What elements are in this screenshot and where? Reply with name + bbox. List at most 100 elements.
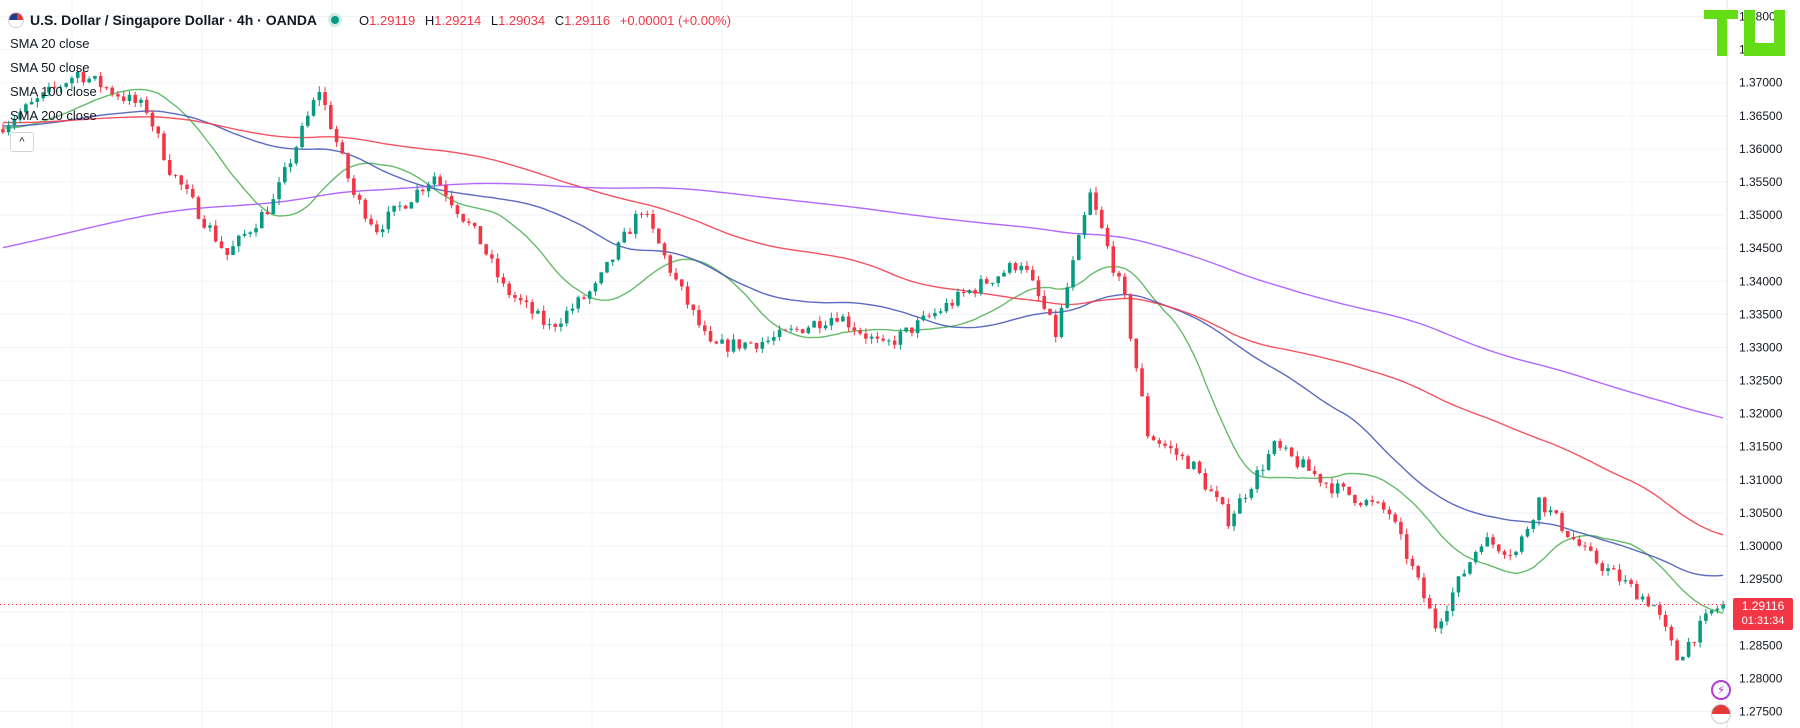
candle[interactable]: [1318, 473, 1323, 487]
candle[interactable]: [1456, 575, 1461, 597]
candle[interactable]: [749, 341, 753, 344]
candle[interactable]: [1255, 466, 1259, 493]
candle[interactable]: [283, 162, 287, 185]
candle[interactable]: [467, 218, 471, 226]
candle[interactable]: [29, 97, 34, 105]
candle[interactable]: [18, 108, 22, 124]
candle[interactable]: [398, 201, 402, 212]
candle[interactable]: [1709, 610, 1714, 616]
candle[interactable]: [783, 328, 788, 331]
candle[interactable]: [196, 195, 201, 220]
candle[interactable]: [490, 249, 494, 264]
candle[interactable]: [254, 223, 258, 237]
candle[interactable]: [1272, 440, 1277, 457]
candle[interactable]: [990, 282, 995, 287]
legend-sma50[interactable]: SMA 50 close: [10, 60, 90, 75]
candle[interactable]: [1082, 211, 1087, 239]
candle[interactable]: [1583, 541, 1587, 551]
candle[interactable]: [536, 308, 540, 315]
candle[interactable]: [236, 234, 241, 252]
candle[interactable]: [24, 102, 28, 115]
candle[interactable]: [1485, 532, 1490, 547]
candle[interactable]: [898, 328, 903, 350]
candle[interactable]: [375, 220, 379, 235]
candle[interactable]: [1658, 601, 1662, 620]
candle[interactable]: [1404, 528, 1409, 565]
candle[interactable]: [1531, 518, 1536, 533]
candle[interactable]: [1226, 498, 1231, 530]
candle[interactable]: [1053, 309, 1058, 343]
candle[interactable]: [317, 86, 322, 107]
candle[interactable]: [1036, 275, 1041, 302]
candle[interactable]: [1427, 594, 1432, 609]
candle[interactable]: [645, 210, 650, 218]
candle[interactable]: [564, 306, 569, 327]
candle[interactable]: [1600, 560, 1605, 576]
candle[interactable]: [1243, 494, 1248, 503]
candle[interactable]: [1289, 446, 1294, 458]
candle[interactable]: [1554, 509, 1559, 515]
candle[interactable]: [1433, 604, 1438, 632]
candle[interactable]: [421, 188, 425, 196]
candle[interactable]: [1629, 577, 1633, 588]
candle[interactable]: [530, 299, 534, 320]
candle[interactable]: [1134, 338, 1139, 372]
candle[interactable]: [956, 288, 960, 308]
candle[interactable]: [967, 289, 972, 295]
candle[interactable]: [858, 327, 862, 336]
candle[interactable]: [6, 120, 11, 136]
candle[interactable]: [144, 96, 149, 115]
candle[interactable]: [501, 273, 506, 287]
candle[interactable]: [731, 333, 736, 354]
candle[interactable]: [777, 325, 782, 341]
candle[interactable]: [75, 67, 80, 84]
candle[interactable]: [1669, 624, 1674, 646]
candle[interactable]: [1007, 261, 1012, 275]
candle[interactable]: [1146, 392, 1150, 439]
candle[interactable]: [1076, 233, 1081, 261]
candle[interactable]: [12, 115, 17, 130]
candle[interactable]: [1117, 270, 1121, 281]
candle[interactable]: [1330, 477, 1334, 498]
candle[interactable]: [1048, 308, 1052, 316]
candle[interactable]: [1445, 605, 1449, 626]
candle[interactable]: [1508, 549, 1513, 561]
candle[interactable]: [1266, 449, 1271, 471]
candle[interactable]: [1640, 593, 1645, 602]
candle[interactable]: [311, 97, 316, 117]
candle[interactable]: [559, 317, 563, 332]
candle[interactable]: [766, 336, 770, 345]
candle[interactable]: [104, 86, 109, 91]
candle[interactable]: [1105, 224, 1110, 249]
candle[interactable]: [1186, 454, 1190, 470]
candle[interactable]: [202, 215, 207, 230]
candle[interactable]: [524, 295, 529, 309]
candle[interactable]: [1663, 610, 1668, 632]
candle[interactable]: [432, 172, 437, 190]
candle[interactable]: [472, 222, 477, 229]
candle[interactable]: [1646, 593, 1651, 608]
candle[interactable]: [288, 158, 293, 173]
candle[interactable]: [58, 84, 63, 93]
candle[interactable]: [1692, 641, 1697, 647]
candle[interactable]: [1542, 496, 1547, 517]
candle[interactable]: [415, 184, 419, 204]
candle[interactable]: [1128, 293, 1133, 342]
candle[interactable]: [881, 334, 885, 343]
candle[interactable]: [875, 331, 880, 344]
candle[interactable]: [1462, 569, 1467, 577]
candle[interactable]: [1030, 265, 1035, 282]
candle[interactable]: [1065, 282, 1070, 309]
candle[interactable]: [892, 335, 897, 349]
candle[interactable]: [265, 206, 270, 215]
candle[interactable]: [1151, 434, 1156, 441]
candle[interactable]: [277, 177, 281, 206]
candle[interactable]: [553, 322, 557, 332]
candle[interactable]: [1439, 618, 1443, 634]
candle[interactable]: [162, 131, 166, 161]
candle[interactable]: [1381, 499, 1386, 514]
candle[interactable]: [662, 242, 667, 259]
candle[interactable]: [190, 184, 195, 199]
candle[interactable]: [639, 211, 644, 219]
candle[interactable]: [984, 276, 989, 285]
